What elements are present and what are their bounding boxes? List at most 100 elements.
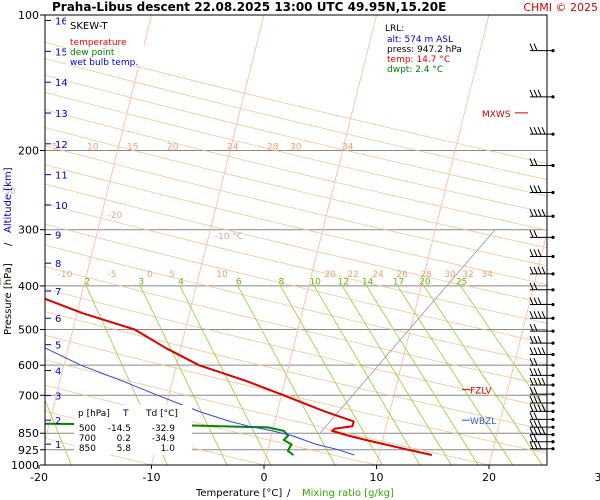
altitude-tick-label: 11	[55, 171, 68, 182]
dry-adiabat	[45, 127, 547, 249]
table-cell: 500	[79, 424, 96, 434]
wind-barb-dot	[551, 383, 555, 387]
theta-label-mid: 24	[372, 270, 384, 280]
pressure-tick-label: 1000	[11, 459, 39, 472]
wind-barbs	[529, 43, 555, 451]
wind-barb-flag	[529, 185, 534, 193]
temp-tick-label: 10	[370, 471, 384, 484]
wind-barb-flag	[533, 158, 538, 166]
mixing-ratio-line	[280, 285, 383, 465]
y-axis-label: Pressure [hPa]	[3, 263, 14, 335]
wind-barb	[529, 297, 555, 307]
profile-wet-bulb-temp	[45, 347, 355, 456]
altitude-tick-label: 3	[55, 392, 61, 403]
wind-barb	[529, 427, 555, 437]
table-header: p [hPa]	[78, 409, 110, 419]
theta-label-mid: 0	[147, 270, 153, 280]
wind-barb	[529, 311, 555, 320]
wind-barb-dot	[551, 341, 555, 345]
mixing-ratio-label: 4	[178, 277, 184, 287]
theta-label-top: 15	[127, 142, 138, 152]
wind-barb	[529, 404, 555, 413]
wind-barb-flag	[537, 377, 542, 386]
wind-barb-dot	[551, 433, 555, 437]
wind-barb-dot	[551, 352, 555, 357]
wind-barb-flag	[529, 395, 534, 404]
wind-barb-flag	[533, 386, 538, 395]
wind-barb-dot	[551, 272, 555, 276]
table-cell: -14.5	[108, 424, 131, 434]
table-cell: 1.0	[161, 444, 176, 454]
legend-wet-bulb: wet bulb temp.	[70, 58, 138, 68]
isotherm-label: -30	[1, 187, 16, 197]
skew-t-label: SKEW-T	[70, 21, 108, 32]
wind-barb-flag	[533, 185, 538, 193]
legend-box	[66, 17, 144, 65]
isotherm-label: -20	[108, 211, 123, 221]
dry-adiabat	[45, 164, 547, 285]
wind-barb-dot	[551, 363, 555, 367]
mixing-ratio-label: 1	[0, 277, 3, 287]
wind-barb-flag	[537, 249, 542, 257]
wind-barb	[529, 126, 555, 136]
wind-barb-flag	[533, 404, 538, 412]
theta-label-mid: 20	[324, 270, 336, 280]
wind-barb	[529, 230, 555, 239]
pressure-tick-label: 300	[18, 224, 39, 237]
isotherm-line	[376, 15, 490, 465]
wind-barb	[529, 89, 555, 99]
wind-barb-flag	[541, 377, 546, 386]
dry-adiabat	[45, 288, 547, 408]
wind-barb-flag	[529, 412, 534, 420]
theta-label-mid: -5	[108, 270, 117, 280]
wind-barb-flag	[533, 441, 538, 449]
wind-barb-flag	[537, 266, 542, 275]
wind-barb-flag	[529, 249, 534, 257]
wind-barb-flag	[529, 126, 534, 135]
wind-barb-dot	[551, 316, 555, 320]
wind-barb-dot	[551, 401, 555, 405]
altitude-tick-label: 9	[55, 231, 61, 242]
wind-barb-flag	[529, 404, 534, 412]
wind-barb-flag	[533, 335, 538, 344]
wind-barb	[529, 43, 555, 53]
station-temp: temp: 14.7 °C	[387, 55, 450, 65]
wind-barb	[529, 282, 555, 292]
wind-barb-flag	[529, 209, 534, 217]
wind-barb-flag	[537, 311, 542, 319]
mixing-ratio-label: 3	[138, 277, 144, 287]
pressure-tick-label: 850	[18, 427, 39, 440]
wind-barb-flag	[533, 230, 538, 238]
mixing-ratio-label: 25	[456, 277, 467, 287]
wind-barb-flag	[533, 434, 538, 442]
dry-adiabat	[45, 109, 547, 231]
altitude-tick-label: 5	[55, 341, 61, 352]
wind-barb-dot	[551, 132, 555, 136]
wind-barb-flag	[537, 395, 542, 404]
wind-barb-flag	[533, 427, 538, 435]
theta-label-top: 20	[167, 142, 179, 152]
table-cell: 0.2	[117, 434, 131, 444]
isotherm-line	[151, 15, 265, 465]
table-cell: 5.8	[117, 444, 132, 454]
isotherm-label: -10 °C	[215, 232, 243, 242]
theta-label-top: 10	[87, 142, 99, 152]
wind-barb-dot	[551, 373, 555, 377]
wind-barb	[529, 323, 555, 333]
station-press: press: 947.2 hPa	[387, 45, 462, 55]
pressure-tick-label: 200	[18, 144, 39, 157]
altitude-tick-label: 15	[55, 47, 68, 58]
wind-barb-dot	[551, 235, 555, 239]
pressure-tick-label: 925	[18, 444, 39, 457]
wind-barb-dot	[551, 95, 555, 99]
mixing-ratio-line	[45, 398, 72, 465]
wind-barb-flag	[529, 347, 534, 355]
theta-label-mid: 5	[169, 270, 175, 280]
isotherm-line	[45, 15, 152, 443]
wind-barb-flag	[537, 126, 542, 135]
theta-label-mid: 34	[481, 270, 493, 280]
wind-barb-dot	[551, 288, 555, 292]
station-alt: alt: 574 m ASL	[387, 35, 453, 45]
wind-barb-flag	[533, 419, 538, 428]
wind-barb	[529, 395, 555, 405]
